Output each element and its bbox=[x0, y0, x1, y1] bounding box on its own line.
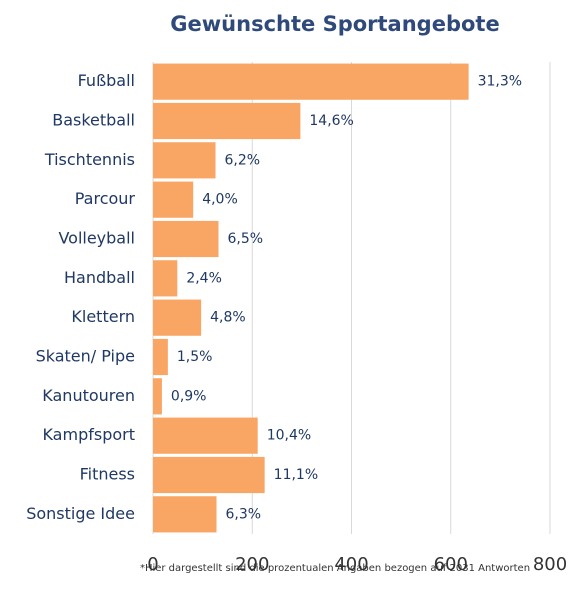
y-tick-label: Klettern bbox=[71, 307, 135, 326]
value-label: 10,4% bbox=[267, 428, 311, 444]
bar bbox=[153, 299, 202, 336]
value-label: 6,3% bbox=[226, 506, 262, 522]
x-tick-label: 600 bbox=[434, 554, 468, 575]
bar bbox=[153, 181, 194, 218]
bar bbox=[153, 378, 162, 415]
y-tick-label: Parcour bbox=[75, 189, 136, 208]
y-tick-label: Fußball bbox=[78, 71, 135, 90]
value-label: 31,3% bbox=[478, 74, 522, 90]
value-label: 11,1% bbox=[274, 467, 318, 483]
bar bbox=[153, 456, 265, 494]
y-tick-label: Handball bbox=[64, 268, 135, 287]
x-tick-label: 0 bbox=[147, 554, 158, 575]
bar bbox=[153, 496, 217, 533]
bar bbox=[153, 220, 219, 258]
y-tick-label: Volleyball bbox=[58, 229, 135, 248]
footnote: *Hier dargestellt sind die prozentualen … bbox=[140, 563, 530, 574]
chart-title: Gewünschte Sportangebote bbox=[170, 12, 499, 36]
bar bbox=[153, 102, 301, 140]
value-label: 0,9% bbox=[171, 388, 207, 404]
y-tick-label: Tischtennis bbox=[44, 150, 135, 169]
value-label: 6,5% bbox=[228, 231, 264, 247]
y-tick-label: Skaten/ Pipe bbox=[36, 347, 135, 366]
bar bbox=[153, 417, 258, 454]
x-tick-label: 800 bbox=[533, 554, 567, 575]
y-tick-label: Kanutouren bbox=[42, 386, 135, 405]
x-tick-label: 200 bbox=[235, 554, 269, 575]
value-label: 4,0% bbox=[202, 192, 238, 208]
y-tick-label: Basketball bbox=[52, 111, 135, 130]
bar bbox=[153, 142, 216, 179]
y-tick-label: Sonstige Idee bbox=[26, 504, 135, 523]
y-tick-label: Kampfsport bbox=[42, 425, 135, 444]
bar bbox=[153, 338, 168, 376]
value-label: 14,6% bbox=[309, 113, 353, 129]
value-label: 4,8% bbox=[210, 310, 246, 326]
value-label: 6,2% bbox=[225, 152, 261, 168]
bar bbox=[153, 260, 178, 297]
value-label: 1,5% bbox=[177, 349, 213, 365]
value-label: 2,4% bbox=[186, 270, 222, 286]
x-tick-label: 400 bbox=[334, 554, 368, 575]
bar bbox=[153, 63, 469, 100]
y-tick-label: Fitness bbox=[80, 465, 135, 484]
